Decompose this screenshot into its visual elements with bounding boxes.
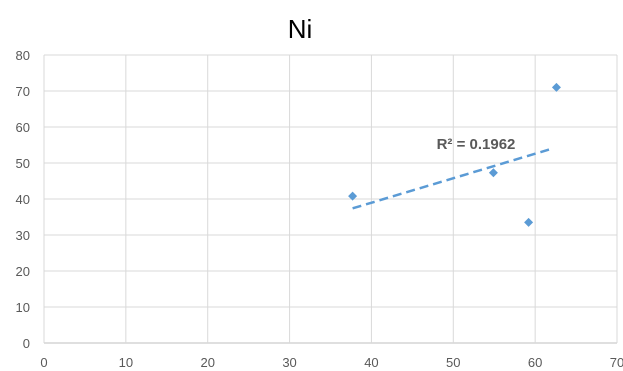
x-tick-label: 20: [200, 355, 214, 370]
data-point: [348, 191, 358, 201]
y-tick-label: 20: [16, 264, 30, 279]
chart-title: Ni: [288, 14, 313, 44]
data-points: [348, 82, 561, 227]
data-point: [488, 168, 498, 178]
y-tick-label: 30: [16, 228, 30, 243]
y-tick-label: 70: [16, 84, 30, 99]
y-axis-ticks: 0 10 20 30 40 50 60 70 80: [16, 48, 30, 351]
y-tick-label: 0: [23, 336, 30, 351]
y-tick-label: 50: [16, 156, 30, 171]
gridlines: [43, 54, 618, 344]
data-point: [551, 82, 561, 92]
data-point: [524, 217, 534, 227]
y-tick-label: 40: [16, 192, 30, 207]
y-tick-label: 60: [16, 120, 30, 135]
x-tick-label: 50: [446, 355, 460, 370]
x-axis-ticks: 0 10 20 30 40 50 60 70: [40, 355, 623, 370]
y-tick-label: 10: [16, 300, 30, 315]
trendline-group: [352, 148, 551, 210]
x-tick-label: 0: [40, 355, 47, 370]
r-squared-label: R² = 0.1962: [437, 136, 516, 153]
x-tick-label: 60: [528, 355, 542, 370]
x-tick-label: 40: [364, 355, 378, 370]
y-tick-label: 80: [16, 48, 30, 63]
x-tick-label: 30: [282, 355, 296, 370]
x-tick-label: 10: [119, 355, 133, 370]
x-tick-label: 70: [610, 355, 623, 370]
trendline: [352, 148, 551, 210]
